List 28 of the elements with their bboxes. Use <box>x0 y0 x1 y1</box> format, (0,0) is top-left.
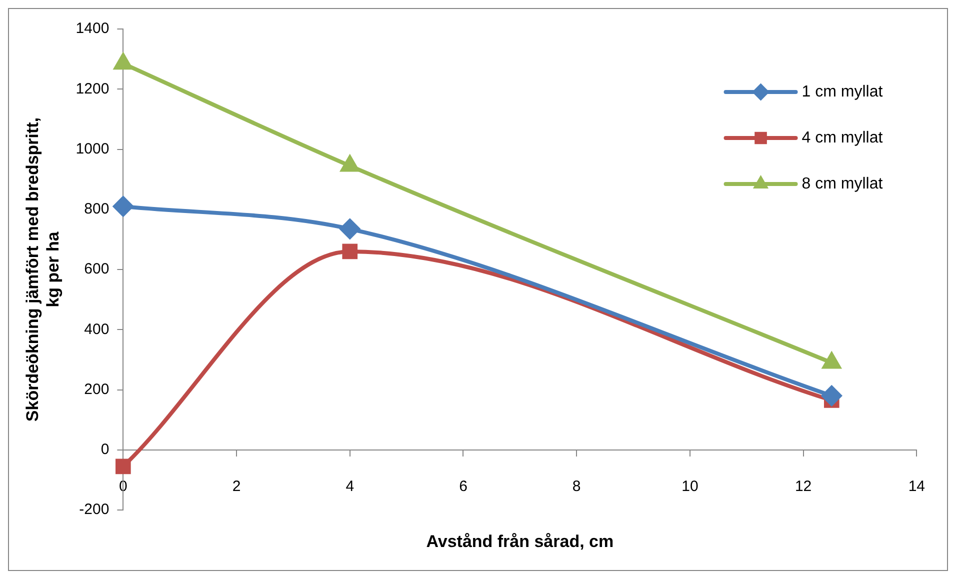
x-tick-label: 14 <box>908 478 925 496</box>
x-tick-label: 10 <box>682 478 698 496</box>
y-tick-label: 1200 <box>76 80 110 98</box>
point <box>822 386 842 406</box>
y-tick-label: 400 <box>84 320 110 338</box>
x-tick-label: 2 <box>232 478 241 496</box>
point <box>340 218 360 239</box>
point <box>342 244 358 260</box>
x-tick-label: 6 <box>459 478 468 496</box>
y-tick-label: 600 <box>84 260 110 278</box>
x-tick-label: 12 <box>794 478 812 496</box>
y-axis-title: Skördeökning jämfört med bredspritt, kg per ha <box>22 117 62 422</box>
y-tick-label: -200 <box>79 501 110 518</box>
point <box>116 458 131 474</box>
point <box>113 196 134 216</box>
x-tick-label: 4 <box>346 478 354 496</box>
y-tick-label: 200 <box>84 380 110 398</box>
legend-label: 8 cm myllat <box>802 175 884 192</box>
y-tick-label: 0 <box>100 441 110 458</box>
legend-label: 1 cm myllat <box>802 83 884 100</box>
y-tick-label: 800 <box>84 200 110 218</box>
point <box>114 54 132 70</box>
point <box>340 156 359 172</box>
y-tick-label: 1400 <box>76 20 110 38</box>
legend-label: 4 cm myllat <box>802 129 884 146</box>
y-tick-label: 1000 <box>76 140 110 158</box>
x-tick-label: 8 <box>572 478 581 496</box>
x-axis-title: Avstånd från sårad, cm <box>426 532 614 551</box>
